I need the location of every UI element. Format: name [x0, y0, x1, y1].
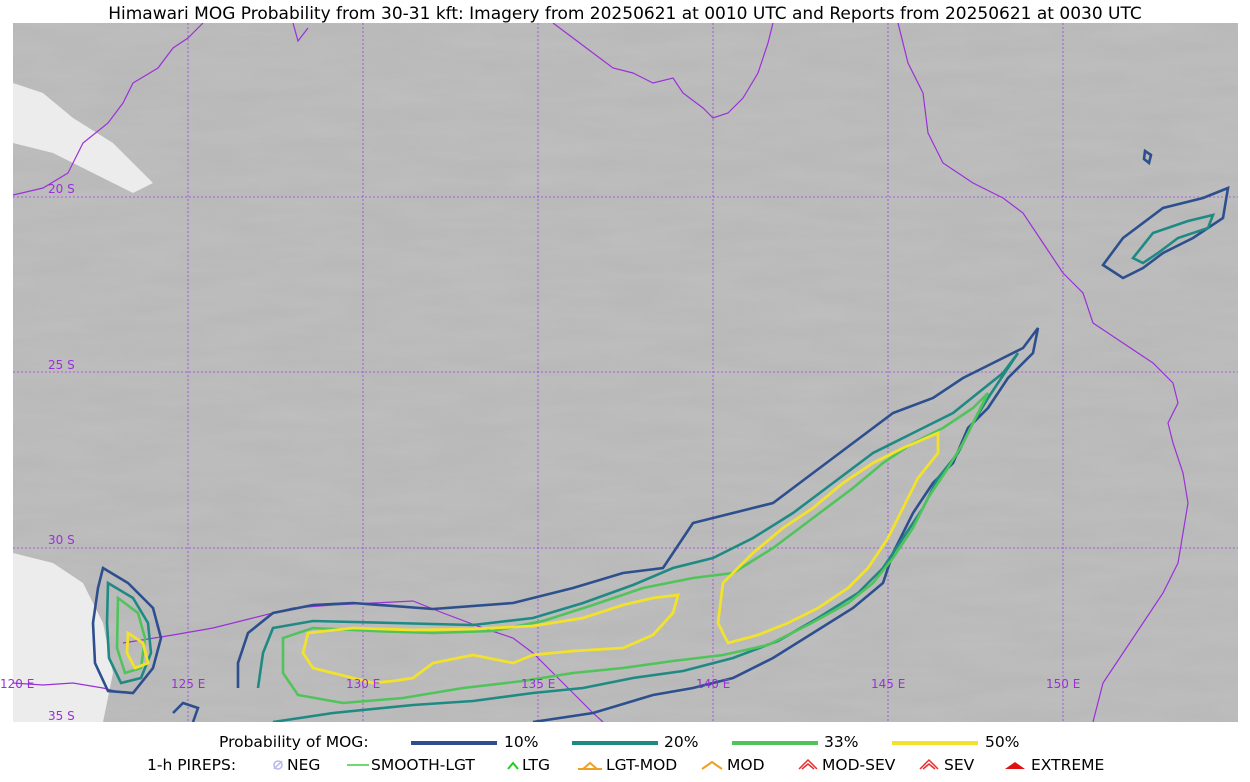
legend-label-50pct: 50% [985, 733, 1020, 751]
circle-slash-icon [273, 760, 283, 770]
legend-label-20pct: 20% [664, 733, 699, 751]
contour-20pct [105, 213, 1216, 722]
lon-label-140e: 140 E [696, 677, 731, 691]
pirep-legend: 1-h PIREPS: NEG SMOOTH-LGT LTG LGT-MOD M… [0, 754, 1250, 776]
pirep-label-neg: NEG [287, 756, 321, 774]
pirep-label-mod-sev: MOD-SEV [822, 756, 896, 774]
caret-icon [507, 761, 519, 770]
legend-label-33pct: 33% [824, 733, 859, 751]
pirep-legend-title: 1-h PIREPS: [147, 756, 237, 774]
pirep-label-mod: MOD [727, 756, 765, 774]
lon-label-125e: 125 E [171, 677, 206, 691]
map-title: Himawari MOG Probability from 30-31 kft:… [108, 4, 1142, 24]
line-icon [347, 764, 369, 766]
satellite-map [13, 23, 1238, 722]
pirep-label-smooth-lgt: SMOOTH-LGT [371, 756, 475, 774]
legend-swatch-10pct [411, 741, 497, 745]
legend-swatch-33pct [732, 741, 818, 745]
contour-33pct [115, 392, 990, 705]
lat-label-20s: 20 S [48, 182, 75, 196]
pirep-label-lgt-mod: LGT-MOD [606, 756, 678, 774]
lat-label-30s: 30 S [48, 533, 75, 547]
lon-label-150e: 150 E [1046, 677, 1081, 691]
double-caret-icon [798, 758, 818, 770]
lon-label-120e: 120 E [0, 677, 35, 691]
pirep-label-extreme: EXTREME [1031, 756, 1105, 774]
cloud-patches [13, 83, 153, 722]
lon-label-135e: 135 E [521, 677, 556, 691]
probability-legend: Probability of MOG: 10% 20% 33% 50% [0, 731, 1250, 753]
legend-swatch-20pct [572, 741, 658, 745]
double-caret-icon [919, 758, 939, 770]
gridlines [13, 23, 1238, 722]
legend-label-10pct: 10% [504, 733, 539, 751]
lat-label-25s: 25 S [48, 358, 75, 372]
lon-label-130e: 130 E [346, 677, 381, 691]
lon-label-145e: 145 E [871, 677, 906, 691]
probability-legend-title: Probability of MOG: [219, 733, 369, 751]
pirep-label-ltg: LTG [522, 756, 550, 774]
contour-50pct [125, 430, 940, 685]
lat-label-35s: 35 S [48, 709, 75, 723]
caret-icon [701, 760, 723, 770]
coastline [13, 23, 1189, 722]
filled-caret-icon [1005, 762, 1025, 769]
pirep-label-sev: SEV [944, 756, 975, 774]
contour-10pct [91, 148, 1230, 722]
legend-swatch-50pct [892, 741, 978, 745]
caret-bar-icon [578, 761, 602, 770]
imagery-texture [13, 23, 1238, 722]
